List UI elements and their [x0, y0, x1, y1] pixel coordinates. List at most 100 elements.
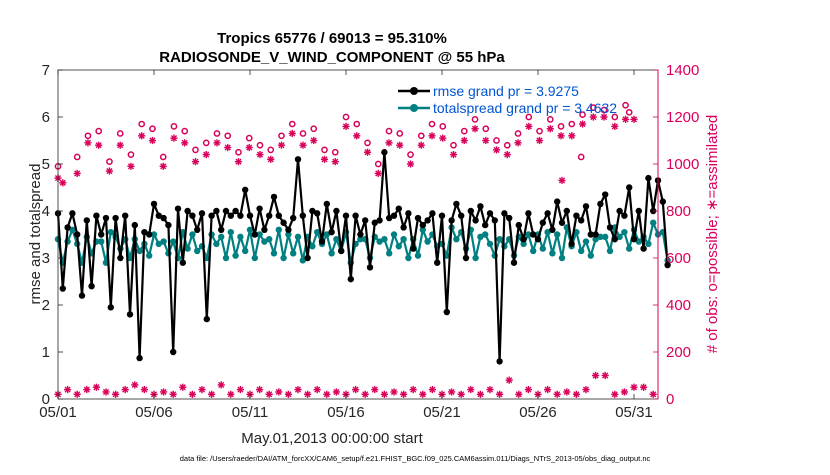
totalspread-point	[194, 247, 201, 255]
totalspread-point	[266, 236, 273, 243]
obs-assimilated-stroke	[160, 163, 167, 170]
obs-assimilated-stroke	[381, 391, 388, 398]
obs-assimilated-stroke	[558, 177, 566, 184]
rmse-point	[563, 207, 570, 215]
totalspread-point	[218, 233, 225, 241]
obs-low-point	[419, 390, 427, 398]
obs-possible-point	[557, 123, 565, 130]
obs-low-point	[544, 386, 552, 394]
y-left-tick-label: 7	[42, 62, 50, 79]
totalspread-point	[443, 252, 450, 259]
rmse-point	[573, 212, 580, 219]
rmse-point	[304, 254, 311, 262]
obs-possible-point	[546, 116, 554, 123]
y-left-tick-label: 2	[42, 297, 50, 314]
rmse-point	[117, 254, 124, 262]
totalspread-point	[558, 254, 566, 262]
obs-assimilated-stroke	[630, 116, 638, 123]
totalspread-point	[616, 233, 623, 241]
rmse-point	[486, 210, 494, 217]
obs-assimilated-stroke	[64, 386, 71, 393]
obs-assimilated-stroke	[362, 391, 369, 398]
obs-assimilated-stroke	[407, 160, 414, 168]
obs-possible-point	[428, 120, 436, 128]
obs-assimilated-stroke	[170, 135, 178, 142]
obs-assimilated-stroke	[611, 391, 618, 398]
obs-possible-point	[460, 127, 468, 135]
obs-possible-point	[471, 116, 479, 123]
totalspread-point	[424, 238, 431, 245]
chart-title-line2: RADIOSONDE_V_WIND_COMPONENT @ 55 hPa	[159, 49, 505, 66]
y-right-tick-label: 200	[666, 344, 691, 361]
obs-assimilated-stroke	[323, 391, 330, 398]
obs-low-point	[524, 386, 532, 394]
totalspread-point	[107, 228, 115, 236]
obs-assimilated-stroke	[294, 386, 302, 393]
rmse-point	[630, 236, 638, 243]
obs-low-point	[64, 386, 72, 394]
totalspread-point	[170, 238, 177, 245]
rmse-point	[491, 217, 498, 224]
rmse-point	[160, 214, 167, 222]
rmse-point	[112, 214, 119, 222]
obs-assimilated-stroke	[160, 388, 167, 396]
rmse-point	[597, 200, 604, 208]
obs-assimilated-point	[558, 176, 566, 185]
obs-low-point	[140, 386, 148, 394]
rmse-point	[616, 207, 623, 215]
rmse-point	[472, 217, 479, 224]
rmse-point	[136, 354, 143, 362]
totalspread-point	[227, 228, 234, 236]
totalspread-point	[280, 254, 287, 262]
obs-possible-point	[364, 139, 371, 147]
totalspread-point	[299, 257, 306, 264]
rmse-point	[602, 191, 609, 198]
rmse-point	[150, 200, 158, 208]
totalspread-point	[309, 243, 316, 250]
totalspread-point	[390, 231, 398, 238]
rmse-point	[64, 224, 71, 231]
obs-assimilated-stroke	[218, 381, 225, 388]
obs-assimilated-point	[557, 132, 565, 140]
obs-low-point	[284, 390, 292, 398]
rmse-point	[371, 219, 378, 226]
obs-low-point	[496, 390, 504, 398]
obs-possible-point	[331, 148, 339, 156]
obs-assimilated-stroke	[352, 386, 359, 393]
totalspread-point	[539, 245, 546, 252]
totalspread-point	[597, 233, 604, 241]
obs-assimilated-point	[256, 151, 264, 159]
obs-assimilated-stroke	[544, 386, 551, 393]
obs-possible-point	[493, 137, 500, 144]
obs-possible-point	[73, 153, 81, 161]
obs-assimilated-stroke	[131, 381, 138, 388]
totalspread-point	[232, 252, 239, 259]
obs-assimilated-stroke	[467, 386, 474, 393]
obs-assimilated-stroke	[364, 149, 371, 156]
obs-assimilated-stroke	[525, 386, 532, 393]
obs-possible-point	[450, 141, 457, 149]
y-left-tick-label: 4	[42, 203, 50, 220]
obs-assimilated-stroke	[127, 163, 135, 170]
obs-possible-point	[138, 120, 146, 128]
legend-spread-label: totalspread grand pr = 3.4632	[433, 100, 617, 116]
totalspread-point	[251, 254, 258, 262]
obs-assimilated-stroke	[514, 139, 522, 146]
rmse-point	[400, 224, 407, 231]
obs-possible-point	[149, 125, 156, 133]
legend: rmse grand pr = 3.9275 totalspread grand…	[398, 83, 617, 116]
obs-low-point	[131, 381, 139, 389]
rmse-point	[208, 212, 215, 219]
rmse-point	[126, 311, 134, 318]
totalspread-point	[549, 250, 556, 257]
obs-possible-point	[374, 160, 382, 168]
obs-assimilated-point	[428, 132, 436, 140]
totalspread-point	[189, 231, 196, 238]
obs-low-point	[640, 383, 648, 391]
totalspread-point	[544, 228, 551, 236]
x-tick-label: 05/31	[615, 404, 653, 421]
rmse-point	[69, 210, 76, 217]
rmse-point	[645, 174, 652, 182]
y-left-tick-label: 0	[42, 391, 50, 408]
obs-assimilated-stroke	[375, 170, 382, 177]
